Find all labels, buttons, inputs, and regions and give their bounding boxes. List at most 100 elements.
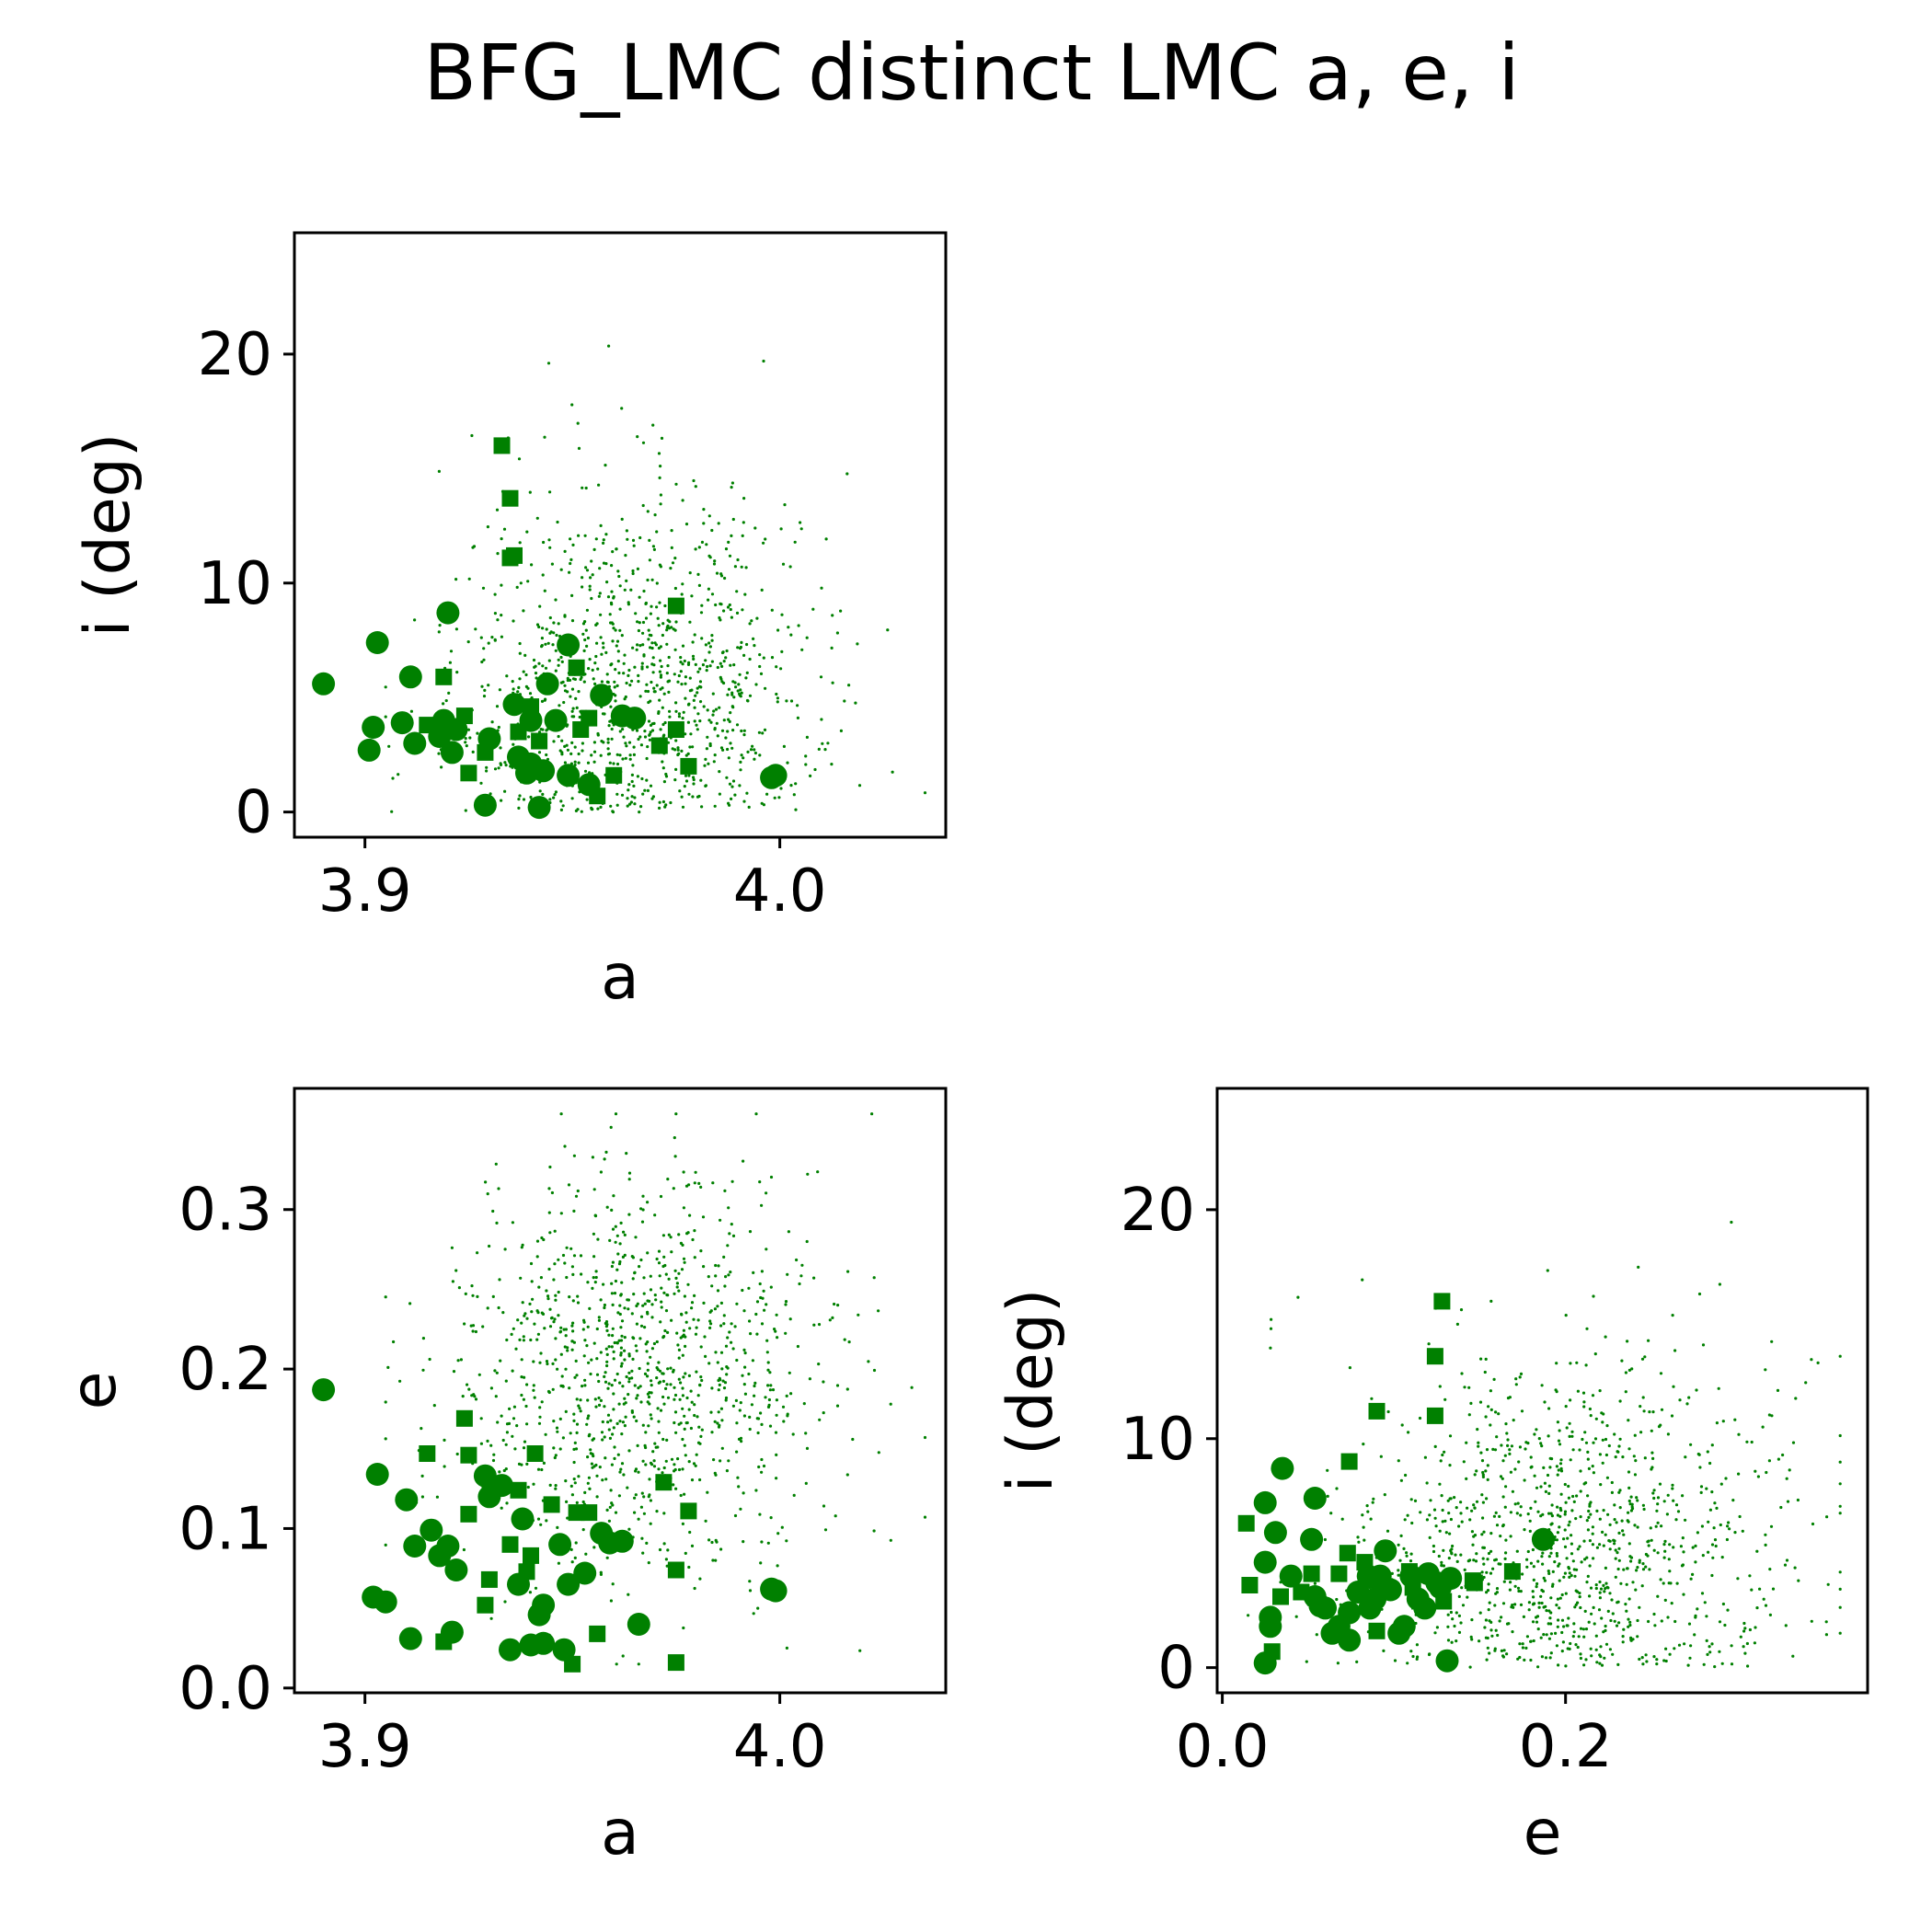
scatter-dot: [752, 637, 755, 641]
scatter-dot: [684, 1551, 687, 1555]
scatter-dot: [683, 1427, 686, 1431]
scatter-dot: [1702, 1662, 1706, 1666]
scatter-dot: [523, 653, 527, 658]
scatter-dot: [1558, 1562, 1561, 1566]
scatter-dot: [1626, 1567, 1629, 1570]
scatter-dot: [540, 1236, 544, 1240]
scatter-square-point: [526, 1445, 544, 1462]
scatter-dot: [1486, 1636, 1489, 1640]
scatter-dot: [1486, 1646, 1489, 1650]
scatter-dot: [612, 762, 615, 765]
scatter-dot: [709, 720, 713, 724]
scatter-dot: [384, 1543, 387, 1547]
scatter-dot: [753, 1381, 757, 1385]
scatter-dot: [725, 1469, 730, 1473]
scatter-dot: [1594, 1586, 1598, 1591]
scatter-dot: [583, 1490, 587, 1494]
scatter-dot: [570, 797, 574, 800]
scatter-dot: [739, 1401, 742, 1405]
scatter-dot: [701, 663, 706, 667]
scatter-dot: [655, 605, 659, 609]
scatter-dot: [1705, 1615, 1708, 1618]
scatter-dot: [805, 1239, 809, 1244]
scatter-dot: [1810, 1619, 1813, 1623]
scatter-dot: [490, 720, 494, 724]
scatter-dot: [673, 586, 678, 591]
scatter-dot: [1601, 1438, 1604, 1442]
scatter-dot: [511, 680, 514, 684]
scatter-dot: [707, 641, 711, 645]
scatter-dot: [792, 793, 796, 797]
scatter-dot: [711, 1558, 715, 1562]
scatter-dot: [1559, 1458, 1563, 1462]
scatter-dot: [1555, 1538, 1558, 1542]
scatter-dot: [1559, 1492, 1563, 1496]
scatter-dot: [650, 604, 653, 608]
scatter-dot: [640, 1536, 644, 1540]
scatter-square-point: [518, 1563, 535, 1581]
scatter-dot: [537, 751, 542, 754]
scatter-dot: [1500, 1443, 1503, 1447]
y-tick-label: 0.2: [178, 1336, 272, 1404]
scatter-dot: [725, 776, 729, 779]
scatter-dot: [1465, 1477, 1468, 1480]
scatter-dot: [1779, 1505, 1783, 1510]
scatter-dot: [447, 691, 451, 696]
scatter-dot: [650, 578, 654, 581]
scatter-dot: [624, 1415, 627, 1419]
scatter-dot: [607, 724, 611, 728]
scatter-dot: [600, 1431, 604, 1434]
scatter-dot: [486, 1306, 489, 1310]
scatter-dot: [788, 565, 792, 569]
scatter-dot: [1558, 1506, 1562, 1511]
scatter-dot: [545, 753, 548, 757]
scatter-dot: [586, 1455, 590, 1459]
scatter-dot: [1696, 1452, 1700, 1456]
scatter-dot: [570, 741, 574, 745]
scatter-dot: [756, 1431, 760, 1435]
scatter-dot: [693, 1229, 696, 1233]
scatter-dot: [1636, 1635, 1639, 1639]
scatter-dot: [608, 613, 612, 616]
scatter-dot: [1650, 1538, 1653, 1542]
scatter-dot: [1610, 1598, 1614, 1602]
scatter-dot: [691, 745, 695, 749]
scatter-dot: [622, 735, 626, 739]
scatter-dot: [698, 1478, 702, 1482]
scatter-dot: [787, 626, 790, 629]
scatter-dot: [608, 761, 612, 765]
scatter-dot: [591, 573, 594, 577]
scatter-dot: [714, 707, 719, 711]
scatter-dot: [1483, 1626, 1487, 1629]
scatter-dot: [1480, 1459, 1485, 1463]
scatter-dot: [1489, 1423, 1492, 1427]
scatter-dot: [673, 648, 677, 651]
scatter-dot: [1606, 1609, 1610, 1613]
scatter-dot: [495, 508, 500, 512]
scatter-dot: [645, 778, 649, 782]
scatter-dot: [649, 730, 652, 734]
scatter-dot: [677, 1348, 682, 1351]
scatter-dot: [716, 1421, 719, 1425]
scatter-dot: [627, 673, 630, 678]
scatter-dot: [1529, 1506, 1533, 1510]
scatter-dot: [650, 646, 654, 650]
scatter-dot: [655, 1340, 659, 1344]
scatter-dot: [698, 667, 702, 671]
scatter-dot: [719, 602, 722, 606]
scatter-dot: [1472, 1535, 1476, 1538]
scatter-dot: [1587, 1620, 1591, 1624]
scatter-dot: [614, 1511, 618, 1514]
scatter-dot: [535, 1239, 540, 1243]
scatter-dot: [1560, 1593, 1564, 1597]
scatter-dot: [667, 690, 671, 695]
scatter-dot: [1494, 1592, 1498, 1595]
scatter-dot: [607, 1345, 611, 1349]
scatter-dot: [684, 682, 687, 685]
scatter-dot: [454, 627, 458, 631]
scatter-dot: [684, 696, 687, 700]
scatter-dot: [1748, 1627, 1752, 1632]
scatter-dot: [1463, 1386, 1466, 1389]
scatter-dot: [641, 631, 645, 635]
